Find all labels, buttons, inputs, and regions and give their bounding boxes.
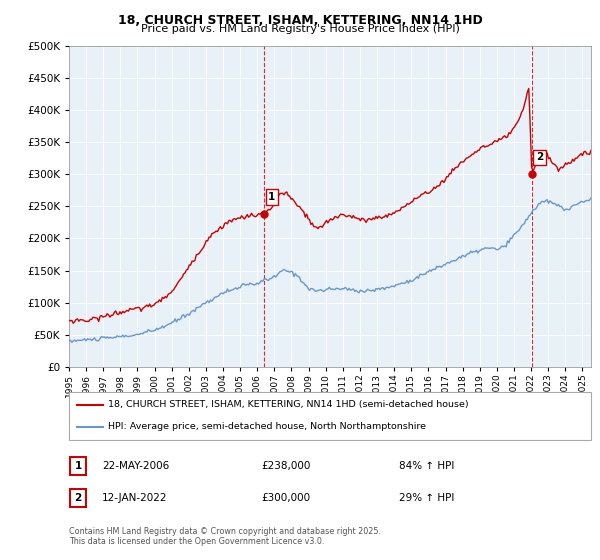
Text: 29% ↑ HPI: 29% ↑ HPI (399, 493, 454, 503)
Text: 18, CHURCH STREET, ISHAM, KETTERING, NN14 1HD (semi-detached house): 18, CHURCH STREET, ISHAM, KETTERING, NN1… (108, 400, 469, 409)
Text: HPI: Average price, semi-detached house, North Northamptonshire: HPI: Average price, semi-detached house,… (108, 422, 426, 431)
Text: 12-JAN-2022: 12-JAN-2022 (102, 493, 167, 503)
Text: 1: 1 (74, 461, 82, 471)
FancyBboxPatch shape (69, 392, 591, 440)
Text: 84% ↑ HPI: 84% ↑ HPI (399, 461, 454, 471)
Text: Contains HM Land Registry data © Crown copyright and database right 2025.
This d: Contains HM Land Registry data © Crown c… (69, 526, 381, 546)
Text: 18, CHURCH STREET, ISHAM, KETTERING, NN14 1HD: 18, CHURCH STREET, ISHAM, KETTERING, NN1… (118, 14, 482, 27)
Text: £300,000: £300,000 (261, 493, 310, 503)
Text: 2: 2 (536, 152, 544, 162)
Text: 1: 1 (268, 192, 275, 202)
Text: £238,000: £238,000 (261, 461, 310, 471)
FancyBboxPatch shape (70, 457, 86, 475)
Text: 22-MAY-2006: 22-MAY-2006 (102, 461, 169, 471)
FancyBboxPatch shape (70, 489, 86, 507)
Text: 2: 2 (74, 493, 82, 503)
Text: Price paid vs. HM Land Registry's House Price Index (HPI): Price paid vs. HM Land Registry's House … (140, 24, 460, 34)
